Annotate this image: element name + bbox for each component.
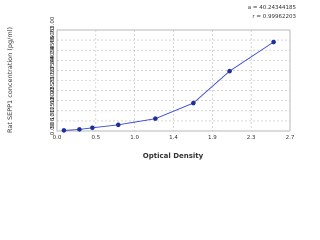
- chart: a = 40.24344185 r = 0.99962203 Optical D…: [6, 5, 297, 160]
- data-point: [153, 116, 158, 121]
- data-point: [191, 100, 196, 106]
- x-tick-label: 2.3: [247, 135, 256, 141]
- y-tick-label: 4050.40: [50, 36, 56, 59]
- data-point: [61, 128, 67, 133]
- data-point: [115, 122, 121, 128]
- annotation: r = 0.99962203: [252, 14, 296, 20]
- x-tick-label: 1.4: [169, 135, 178, 141]
- y-tick-label: 2531.50: [50, 67, 56, 90]
- data-point: [271, 39, 276, 45]
- y-tick-label: 1518.90: [50, 87, 56, 110]
- data-point: [90, 125, 95, 131]
- x-tick-label: 0.5: [91, 135, 100, 141]
- y-tick-label: 3037.80: [50, 57, 56, 80]
- y-tick-label: 4556.70: [50, 26, 56, 49]
- x-tick-label: 1.9: [208, 135, 217, 141]
- y-tick-label: 5063.00: [50, 16, 56, 39]
- y-tick-label: 1012.60: [50, 97, 56, 120]
- y-tick-label: 2025.20: [50, 77, 56, 100]
- y-axis-label: Rat SEPP1 concentration (pg/ml): [6, 27, 14, 133]
- y-tick-label: 506.30: [50, 109, 56, 129]
- x-tick-label: 1.0: [130, 135, 139, 141]
- x-tick-label: 2.7: [286, 135, 295, 141]
- y-tick-label: 3544.10: [50, 46, 56, 69]
- data-point: [77, 127, 82, 132]
- y-tick-label: 0.00: [50, 122, 56, 135]
- annotation: a = 40.24344185: [248, 5, 297, 11]
- x-tick-label: 0.0: [53, 135, 62, 141]
- data-point: [227, 68, 232, 74]
- x-axis-label: Optical Density: [143, 152, 204, 160]
